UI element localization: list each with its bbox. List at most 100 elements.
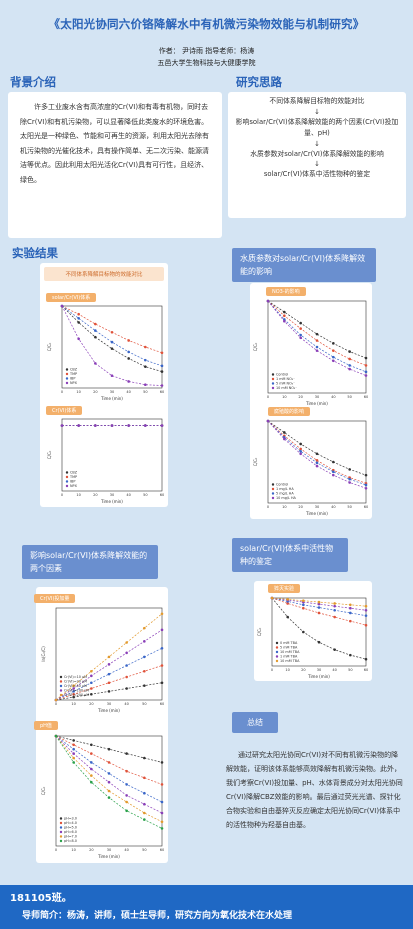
- tag-quench: 猝灭实验: [268, 584, 301, 593]
- x-tick-label: 50: [347, 505, 351, 509]
- data-point: [160, 364, 164, 368]
- footer-advisor: 导师简介：杨涛，讲师，硕士生导师，研究方向为氧化技术在水处理: [22, 911, 293, 921]
- data-point: [302, 630, 305, 634]
- legend-marker: [65, 377, 69, 380]
- x-axis-label: Time (min): [100, 396, 123, 401]
- data-point: [160, 646, 164, 650]
- data-point: [302, 606, 305, 610]
- x-tick-label: 40: [331, 505, 335, 509]
- legend-marker: [59, 693, 63, 697]
- data-point: [77, 317, 80, 320]
- legend-label: Cr(VI)=10 μM: [64, 675, 87, 679]
- data-point: [270, 596, 274, 600]
- data-point: [266, 299, 270, 303]
- tag-ha: 腐殖酸的影响: [268, 407, 311, 416]
- data-point: [160, 783, 164, 786]
- legend-label: 0 mM TBA: [280, 641, 298, 645]
- data-point: [72, 695, 75, 699]
- species-heading: solar/Cr(VI)体系中活性物种的鉴定: [232, 538, 348, 572]
- data-point: [160, 664, 164, 667]
- data-point: [364, 483, 368, 487]
- data-point: [90, 761, 93, 764]
- data-point: [348, 477, 351, 481]
- data-point: [299, 450, 302, 453]
- data-point: [160, 827, 164, 830]
- data-point: [110, 340, 114, 344]
- y-axis-label: C/C₀: [47, 450, 52, 459]
- x-tick-label: 30: [110, 493, 114, 497]
- x-tick-label: 30: [110, 390, 114, 394]
- data-point: [72, 752, 75, 755]
- legend-marker: [275, 641, 279, 645]
- legend-marker: [271, 483, 275, 486]
- data-point: [160, 811, 164, 815]
- data-point: [364, 604, 368, 608]
- legend-label: Cr(VI)=100 μM: [64, 689, 89, 693]
- data-point: [72, 756, 75, 760]
- data-point: [125, 769, 128, 773]
- x-tick-label: 10: [76, 390, 80, 394]
- data-point: [127, 380, 130, 383]
- arrow-icon: ↓: [314, 139, 320, 148]
- data-point: [286, 615, 289, 619]
- data-point: [332, 355, 335, 359]
- data-point: [348, 468, 351, 471]
- data-point: [315, 349, 319, 352]
- data-point: [160, 628, 164, 632]
- data-point: [94, 335, 97, 339]
- x-tick-label: 40: [332, 668, 336, 672]
- data-point: [317, 611, 321, 615]
- data-point: [107, 655, 111, 659]
- data-point: [332, 473, 335, 477]
- legend-label: 5 mg/L HA: [276, 492, 294, 496]
- data-point: [72, 761, 75, 764]
- y-axis-label: C/C₀: [41, 786, 46, 795]
- legend-label: NPX: [70, 484, 78, 488]
- data-point: [317, 640, 321, 644]
- tag-ph: pH值: [34, 721, 58, 730]
- x-tick-label: 0: [267, 395, 269, 399]
- data-point: [107, 747, 111, 751]
- data-point: [364, 623, 368, 627]
- data-point: [160, 351, 164, 355]
- data-point: [160, 820, 164, 824]
- data-point: [144, 424, 147, 427]
- data-point: [94, 424, 97, 427]
- x-tick-label: 60: [160, 848, 164, 852]
- data-point: [72, 743, 75, 747]
- authors: 作者： 尹诗雨 指导老师：杨涛 五邑大学生物科技与大健康学院: [0, 45, 413, 69]
- data-point: [143, 626, 146, 630]
- data-point: [332, 359, 335, 363]
- x-tick-label: 50: [347, 395, 351, 399]
- data-point: [348, 364, 351, 367]
- x-tick-label: 60: [160, 390, 164, 394]
- data-point: [349, 603, 352, 607]
- data-point: [143, 756, 146, 760]
- data-point: [94, 322, 97, 326]
- data-point: [90, 752, 93, 755]
- data-point: [144, 345, 147, 349]
- data-point: [144, 365, 147, 368]
- data-point: [110, 330, 114, 334]
- legend-marker: [59, 680, 63, 683]
- data-point: [90, 767, 93, 771]
- legend-label: pH=7.0: [64, 835, 77, 839]
- arrow-icon: ↓: [314, 107, 320, 116]
- data-point: [77, 312, 80, 316]
- x-tick-label: 10: [76, 493, 80, 497]
- x-tick-label: 10: [71, 702, 75, 706]
- data-point: [143, 791, 146, 795]
- x-tick-label: 60: [364, 668, 368, 672]
- x-tick-label: 60: [160, 702, 164, 706]
- data-point: [60, 304, 64, 308]
- affiliation-line: 五邑大学生物科技与大健康学院: [157, 59, 256, 67]
- data-point: [94, 329, 97, 332]
- x-tick-label: 50: [142, 702, 146, 706]
- approach-step: 影响solar/Cr(VI)体系降解效能的两个因素(Cr(VI)投加量、pH): [235, 117, 399, 138]
- data-point: [364, 370, 368, 374]
- data-point: [90, 780, 93, 784]
- legend-marker: [271, 377, 275, 381]
- data-point: [127, 339, 130, 342]
